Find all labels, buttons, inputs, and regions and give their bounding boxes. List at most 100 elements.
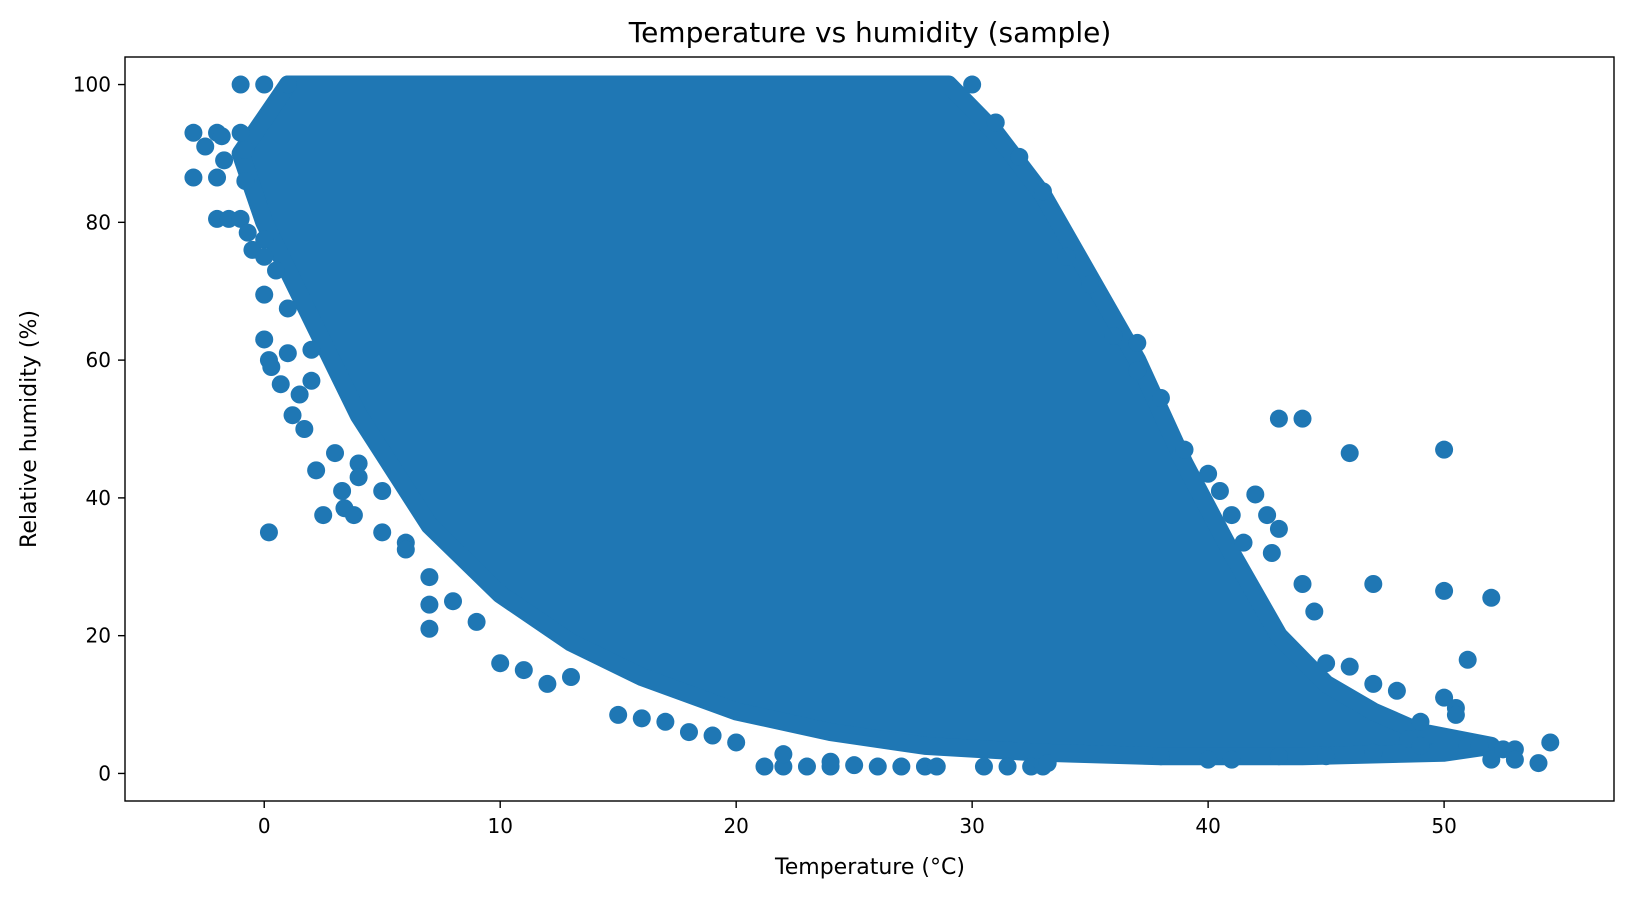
data-point [892, 757, 911, 776]
data-point [1340, 444, 1359, 463]
y-axis-label: Relative humidity (%) [17, 310, 42, 548]
data-point [1458, 650, 1477, 669]
data-point [1258, 506, 1277, 525]
data-point [1151, 747, 1170, 766]
data-point [491, 654, 510, 673]
data-point [1340, 657, 1359, 676]
data-point [326, 444, 345, 463]
data-point [236, 141, 255, 159]
data-point [1269, 747, 1288, 766]
data-point [1210, 482, 1229, 500]
data-point [1151, 389, 1170, 407]
data-point [561, 668, 580, 686]
data-point [1038, 754, 1057, 773]
data-point [231, 75, 250, 94]
data-point [514, 661, 533, 680]
data-point [467, 612, 486, 631]
data-point [1128, 333, 1147, 352]
data-point [196, 137, 215, 156]
data-point [1262, 544, 1281, 562]
data-point [278, 344, 297, 363]
data-point [1317, 654, 1336, 673]
data-point [255, 285, 274, 304]
data-point [1293, 409, 1312, 428]
data-point [1199, 464, 1218, 483]
data-point [444, 592, 463, 611]
data-point [1505, 750, 1524, 769]
data-point [283, 406, 302, 425]
data-point [1435, 688, 1454, 707]
data-point [307, 461, 326, 480]
data-point [302, 371, 321, 390]
data-point [1081, 275, 1100, 294]
data-point [344, 506, 363, 525]
y-tick-label: 20 [86, 624, 111, 648]
data-point [774, 745, 793, 764]
data-point [974, 757, 993, 776]
data-point [349, 468, 368, 487]
data-point [1435, 440, 1454, 459]
data-point [420, 595, 439, 614]
data-point [1364, 743, 1383, 762]
data-point [333, 482, 352, 500]
data-point [314, 506, 333, 525]
data-point [1305, 602, 1324, 621]
data-point [1033, 182, 1052, 201]
data-point [1364, 575, 1383, 593]
data-point [679, 723, 698, 742]
data-point [1293, 575, 1312, 593]
data-point [1411, 736, 1430, 755]
data-point [986, 113, 1005, 132]
data-point [1387, 681, 1406, 700]
data-point [255, 75, 274, 94]
data-point [1317, 747, 1336, 766]
data-point [609, 705, 628, 724]
x-tick-label: 10 [487, 814, 512, 838]
data-point [302, 340, 321, 359]
y-tick-label: 40 [86, 486, 111, 510]
data-point [1175, 440, 1194, 459]
data-point [1104, 327, 1123, 345]
data-point [1010, 147, 1029, 166]
x-tick-label: 30 [959, 814, 984, 838]
data-point [290, 385, 309, 404]
data-point [1446, 705, 1465, 724]
x-tick-label: 50 [1431, 814, 1456, 838]
chart-title: Temperature vs humidity (sample) [628, 16, 1112, 49]
data-point [420, 619, 439, 638]
data-point [632, 709, 651, 728]
plot-frame [124, 56, 1615, 802]
data-point [1269, 519, 1288, 538]
data-point [1435, 581, 1454, 600]
data-point [184, 123, 203, 142]
y-tick-label: 60 [86, 348, 111, 372]
data-point [278, 299, 297, 318]
data-point [538, 674, 557, 693]
data-point [212, 127, 231, 146]
data-point [1541, 733, 1560, 752]
data-point [278, 75, 297, 94]
x-tick-label: 20 [723, 814, 748, 838]
x-tick-label: 0 [258, 814, 271, 838]
data-point [373, 482, 392, 500]
data-point [1269, 409, 1288, 428]
data-point [215, 151, 234, 170]
data-point [1529, 754, 1548, 773]
data-point [1199, 750, 1218, 769]
data-point [1364, 674, 1383, 693]
data-point [255, 330, 274, 349]
data-point [238, 223, 257, 242]
data-point [1057, 247, 1076, 266]
points-layer [184, 75, 1560, 776]
y-tick-label: 100 [73, 73, 111, 97]
data-point [821, 752, 840, 771]
x-axis-label: Temperature (°C) [774, 855, 965, 880]
data-point [703, 726, 722, 745]
data-point [998, 757, 1017, 776]
data-point [271, 375, 290, 394]
data-point [262, 358, 281, 376]
data-point [845, 756, 864, 775]
data-point [208, 168, 227, 187]
data-point [797, 757, 816, 776]
data-point [656, 712, 675, 731]
